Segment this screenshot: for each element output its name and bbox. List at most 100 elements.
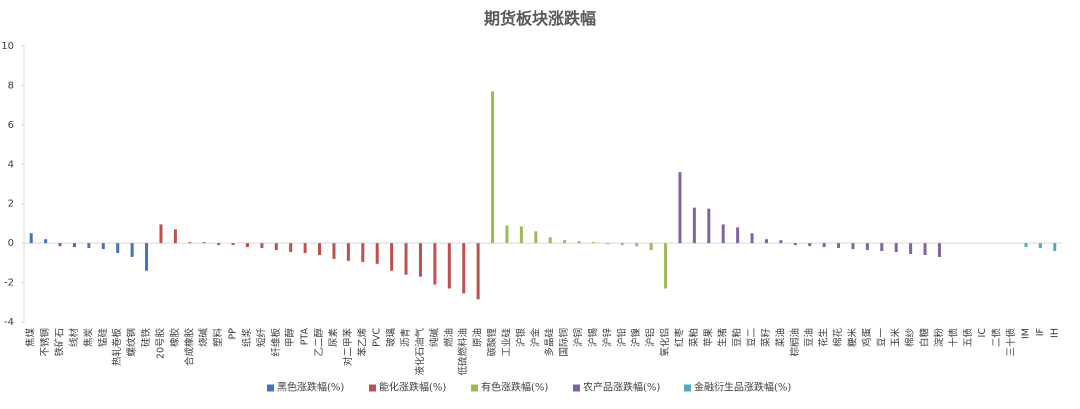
x-tick-label: 苯乙烯	[356, 328, 368, 357]
x-tick-label: 热轧卷板	[111, 328, 123, 367]
x-tick-label: 沪镍	[630, 328, 642, 348]
x-tick-label: 沪锡	[587, 328, 599, 347]
bar	[721, 224, 725, 244]
x-tick-label: 对二甲苯	[342, 328, 354, 367]
x-tick-label: 螺纹钢	[126, 328, 138, 357]
legend-label: 黑色涨跌幅(%)	[277, 381, 344, 394]
x-tick-label: 棉纱	[904, 328, 916, 348]
bar	[58, 243, 62, 247]
bar	[548, 237, 552, 244]
bar	[563, 240, 567, 244]
x-tick-label: 乙二醇	[313, 328, 325, 357]
x-tick-label: 纤维板	[270, 328, 282, 357]
bar	[577, 241, 581, 244]
bar	[289, 243, 293, 253]
x-tick-label: 尿素	[327, 328, 339, 348]
x-tick-label: 五债	[962, 328, 974, 348]
bar	[44, 239, 48, 244]
bar	[620, 243, 624, 246]
bar	[260, 243, 264, 249]
x-tick-label: 沪铝	[645, 328, 657, 347]
bar	[145, 243, 149, 271]
x-tick-label: 菜粕	[688, 328, 700, 347]
bar	[635, 243, 639, 247]
x-tick-label: 甲醇	[284, 328, 296, 348]
bar	[476, 243, 480, 300]
bar	[274, 243, 278, 251]
x-tick-label: 硅铁	[140, 328, 152, 348]
bar	[779, 240, 783, 244]
legend-swatch	[471, 384, 478, 392]
legend-swatch	[684, 384, 691, 392]
x-tick-label: 短纤	[255, 328, 267, 348]
bar	[1024, 243, 1028, 248]
bar	[87, 243, 91, 249]
x-tick-label: 燃油	[443, 328, 455, 347]
bar	[130, 243, 134, 257]
x-tick-label: 豆油	[803, 328, 815, 347]
x-tick-label: 氧化铝	[659, 328, 671, 357]
bar	[591, 242, 595, 244]
x-tick-label: 生猪	[717, 328, 729, 348]
x-tick-label: IH	[1049, 328, 1060, 338]
bar	[707, 208, 711, 244]
x-tick-label: 多晶硅	[544, 328, 556, 357]
legend-label: 有色涨跌幅(%)	[481, 381, 548, 394]
bar	[303, 243, 307, 253]
x-tick-label: 线材	[68, 328, 80, 348]
x-tick-label: IC	[977, 328, 988, 338]
x-tick-label: 豆一	[876, 328, 887, 348]
bar	[793, 243, 797, 246]
bar	[1038, 243, 1042, 249]
x-tick-label: 豆二	[747, 328, 758, 347]
bar	[606, 243, 610, 245]
x-tick-label: 棕榈油	[789, 328, 801, 357]
x-tick-label: 低硫燃料油	[457, 328, 469, 376]
bar	[159, 224, 163, 244]
bar	[173, 229, 177, 244]
bar	[491, 91, 495, 244]
bar	[909, 243, 913, 254]
legend-swatch	[573, 384, 580, 392]
bar	[923, 243, 927, 255]
bar	[822, 243, 826, 248]
bar	[418, 243, 422, 277]
chart-title: 期货板块涨跌幅	[484, 9, 596, 28]
bar	[505, 225, 509, 244]
x-tick-label: 纸浆	[241, 328, 253, 348]
bar	[447, 243, 451, 289]
bar	[318, 243, 322, 255]
bar	[332, 243, 336, 259]
bar	[851, 243, 855, 250]
bar	[808, 243, 812, 247]
bar	[937, 243, 941, 257]
bar	[462, 243, 466, 294]
x-tick-label: IF	[1035, 328, 1046, 336]
x-tick-label: 二债	[991, 328, 1003, 348]
x-tick-label: 焦煤	[25, 328, 37, 348]
x-tick-label: 十债	[947, 328, 959, 348]
y-tick-label: 10	[1, 41, 14, 52]
x-tick-label: 液化石油气	[414, 328, 426, 376]
x-tick-label: 塑料	[212, 328, 224, 348]
x-tick-label: IM	[1020, 328, 1031, 339]
x-tick-label: 沪锌	[601, 328, 613, 348]
x-tick-label: 不锈钢	[39, 328, 51, 357]
bar	[188, 242, 192, 244]
bar	[245, 243, 249, 248]
x-tick-label: 红枣	[673, 328, 685, 348]
bar	[865, 243, 869, 251]
bar	[692, 207, 696, 244]
x-tick-label: 国际铜	[558, 328, 570, 357]
bar	[837, 243, 841, 249]
bar	[390, 243, 394, 271]
x-tick-label: 淀粉	[933, 328, 945, 348]
bar	[880, 243, 884, 252]
x-tick-label: 菜籽	[760, 328, 772, 348]
x-tick-label: 沪金	[529, 328, 541, 348]
bar	[375, 243, 379, 264]
bar	[231, 243, 235, 246]
legend-swatch	[267, 384, 274, 392]
bar	[202, 242, 206, 244]
